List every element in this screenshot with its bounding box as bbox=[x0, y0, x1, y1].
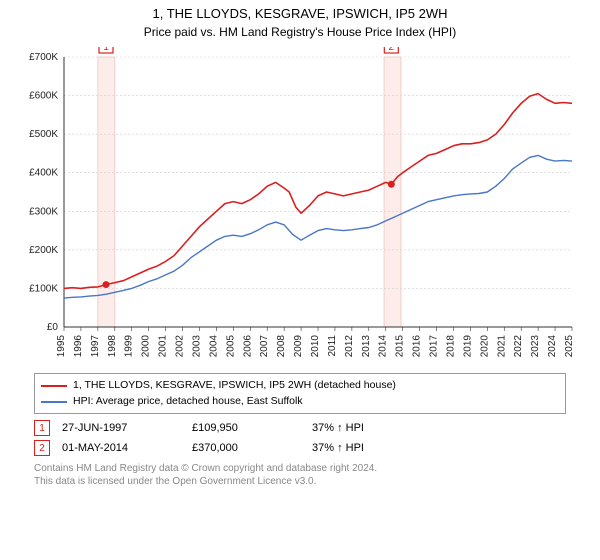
svg-text:2014: 2014 bbox=[378, 334, 389, 357]
chart-container: 1, THE LLOYDS, KESGRAVE, IPSWICH, IP5 2W… bbox=[0, 0, 600, 560]
legend-item: HPI: Average price, detached house, East… bbox=[41, 394, 559, 410]
marker-badge: 2 bbox=[34, 440, 50, 456]
svg-text:2021: 2021 bbox=[496, 334, 507, 357]
svg-text:2024: 2024 bbox=[547, 334, 558, 357]
svg-text:2016: 2016 bbox=[412, 334, 423, 357]
svg-text:2025: 2025 bbox=[564, 334, 575, 357]
svg-text:2012: 2012 bbox=[344, 334, 355, 357]
svg-text:2007: 2007 bbox=[259, 334, 270, 357]
marker-price: £109,950 bbox=[192, 422, 312, 434]
svg-text:£300K: £300K bbox=[29, 206, 58, 217]
svg-text:1996: 1996 bbox=[73, 334, 84, 357]
marker-row: 1 27-JUN-1997 £109,950 37% ↑ HPI bbox=[34, 418, 566, 438]
svg-text:2006: 2006 bbox=[242, 334, 253, 357]
legend-label: 1, THE LLOYDS, KESGRAVE, IPSWICH, IP5 2W… bbox=[73, 378, 396, 394]
svg-text:1998: 1998 bbox=[107, 334, 118, 357]
svg-text:£200K: £200K bbox=[29, 245, 58, 256]
svg-text:2022: 2022 bbox=[513, 334, 524, 357]
legend-item: 1, THE LLOYDS, KESGRAVE, IPSWICH, IP5 2W… bbox=[41, 378, 559, 394]
svg-text:2004: 2004 bbox=[208, 334, 219, 357]
svg-text:2011: 2011 bbox=[327, 334, 338, 356]
marker-date: 01-MAY-2014 bbox=[62, 442, 192, 454]
attribution-line: This data is licensed under the Open Gov… bbox=[34, 475, 566, 488]
svg-text:1999: 1999 bbox=[124, 334, 135, 357]
svg-text:£0: £0 bbox=[47, 322, 59, 333]
chart-subtitle: Price paid vs. HM Land Registry's House … bbox=[0, 23, 600, 39]
svg-text:2005: 2005 bbox=[225, 334, 236, 357]
svg-text:2010: 2010 bbox=[310, 334, 321, 357]
svg-text:2: 2 bbox=[389, 47, 395, 53]
svg-text:£500K: £500K bbox=[29, 129, 58, 140]
svg-text:2013: 2013 bbox=[361, 334, 372, 357]
svg-text:2015: 2015 bbox=[395, 334, 406, 357]
marker-date: 27-JUN-1997 bbox=[62, 422, 192, 434]
svg-text:£600K: £600K bbox=[29, 90, 58, 101]
svg-text:2002: 2002 bbox=[175, 334, 186, 357]
svg-text:2018: 2018 bbox=[445, 334, 456, 357]
attribution: Contains HM Land Registry data © Crown c… bbox=[34, 462, 566, 488]
marker-number: 1 bbox=[39, 423, 45, 434]
legend-swatch bbox=[41, 401, 67, 403]
svg-text:2003: 2003 bbox=[191, 334, 202, 357]
marker-hpi: 37% ↑ HPI bbox=[312, 422, 412, 434]
marker-badge: 1 bbox=[34, 420, 50, 436]
marker-row: 2 01-MAY-2014 £370,000 37% ↑ HPI bbox=[34, 438, 566, 458]
svg-text:£700K: £700K bbox=[29, 52, 58, 63]
marker-table: 1 27-JUN-1997 £109,950 37% ↑ HPI 2 01-MA… bbox=[34, 418, 566, 458]
marker-hpi: 37% ↑ HPI bbox=[312, 442, 412, 454]
svg-text:2019: 2019 bbox=[462, 334, 473, 357]
svg-text:2009: 2009 bbox=[293, 334, 304, 357]
chart-title: 1, THE LLOYDS, KESGRAVE, IPSWICH, IP5 2W… bbox=[0, 0, 600, 23]
svg-text:2020: 2020 bbox=[479, 334, 490, 357]
marker-number: 2 bbox=[39, 443, 45, 454]
legend: 1, THE LLOYDS, KESGRAVE, IPSWICH, IP5 2W… bbox=[34, 373, 566, 415]
marker-price: £370,000 bbox=[192, 442, 312, 454]
legend-swatch bbox=[41, 385, 67, 387]
legend-label: HPI: Average price, detached house, East… bbox=[73, 394, 303, 410]
line-chart-svg: £0 £100K £200K £300K £400K £500K £600K £700K 199… bbox=[14, 47, 586, 367]
svg-text:£400K: £400K bbox=[29, 168, 58, 179]
svg-text:2008: 2008 bbox=[276, 334, 287, 357]
svg-text:2017: 2017 bbox=[429, 334, 440, 357]
svg-text:1995: 1995 bbox=[56, 334, 67, 357]
attribution-line: Contains HM Land Registry data © Crown c… bbox=[34, 462, 566, 475]
svg-text:2001: 2001 bbox=[158, 334, 169, 357]
svg-text:1: 1 bbox=[103, 47, 109, 53]
svg-text:£100K: £100K bbox=[29, 283, 58, 294]
svg-text:2023: 2023 bbox=[530, 334, 541, 357]
svg-text:1997: 1997 bbox=[90, 334, 101, 357]
chart-area: £0 £100K £200K £300K £400K £500K £600K £700K 199… bbox=[14, 47, 586, 367]
svg-text:2000: 2000 bbox=[141, 334, 152, 357]
